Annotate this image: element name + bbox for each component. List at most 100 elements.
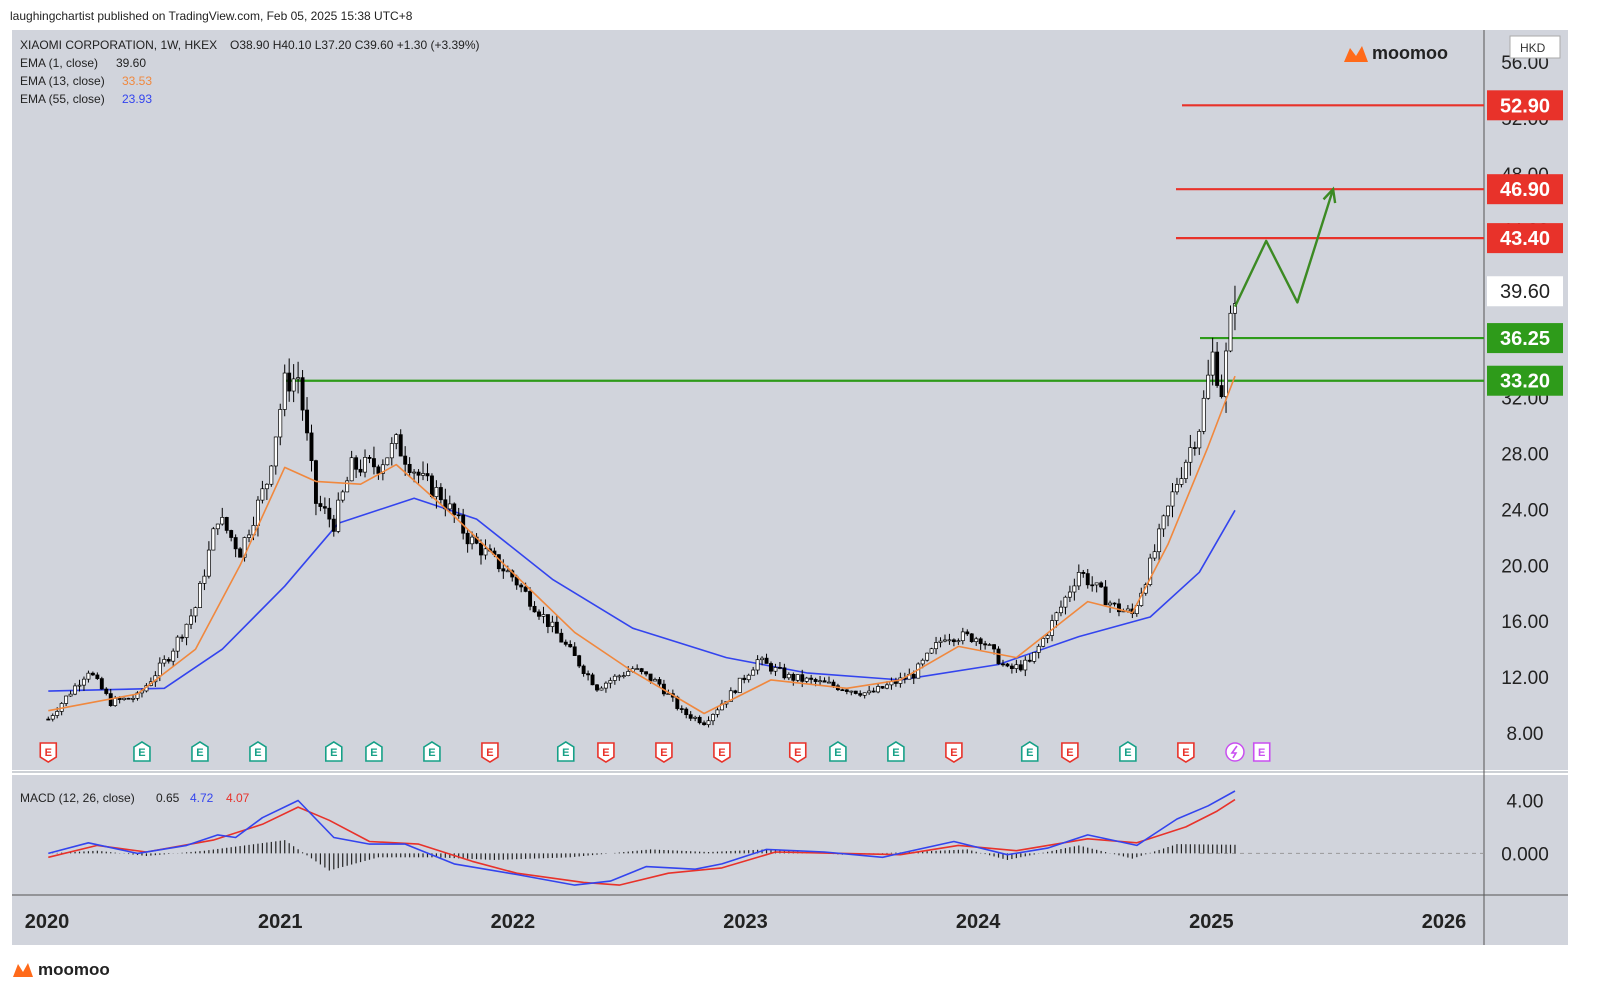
legend-ema13-value: 33.53 — [122, 74, 152, 88]
candle-body — [1206, 374, 1211, 399]
candle-body — [1085, 573, 1090, 586]
candle-body — [1179, 478, 1184, 485]
earnings-icon[interactable] — [788, 742, 807, 763]
level-badge-52.90[interactable] — [1487, 90, 1563, 121]
candle-body — [1201, 397, 1206, 432]
candle-body — [586, 673, 591, 676]
earnings-icon[interactable] — [713, 742, 731, 763]
level-badge-46.90[interactable] — [1487, 174, 1563, 205]
level-badge-43.40[interactable] — [1487, 223, 1563, 254]
earnings-icon[interactable] — [481, 742, 499, 763]
current-price-badge[interactable] — [1487, 276, 1563, 307]
earnings-icon[interactable] — [1177, 742, 1195, 763]
candle-body — [791, 673, 796, 681]
candle-body — [68, 693, 73, 697]
earnings-icon-letter: E — [950, 747, 957, 759]
candle-body — [229, 530, 234, 538]
earnings-icon[interactable] — [945, 742, 963, 763]
candle-body — [818, 680, 823, 683]
earnings-icon[interactable] — [324, 741, 343, 762]
candle-body — [617, 675, 622, 678]
candle-body — [943, 639, 947, 642]
price-tick-label: 28.00 — [1501, 444, 1549, 465]
earnings-icon-letter: E — [196, 747, 203, 759]
candle-body — [363, 457, 367, 473]
candle-body — [568, 644, 573, 648]
dividend-icon[interactable] — [1225, 742, 1245, 762]
candle-body — [73, 685, 77, 695]
candle-body — [1170, 491, 1175, 507]
earnings-icon-letter: E — [138, 747, 145, 759]
candle-body — [331, 518, 336, 532]
candle-body — [470, 536, 475, 545]
earnings-icon[interactable] — [365, 741, 383, 762]
candle-body — [336, 499, 341, 532]
earnings-icon[interactable] — [556, 741, 575, 762]
candle-body — [1219, 385, 1224, 398]
candle-body — [1059, 606, 1063, 614]
level-badge-36.25[interactable] — [1487, 323, 1563, 354]
currency-badge[interactable] — [1509, 35, 1561, 59]
earnings-icon[interactable] — [133, 741, 151, 762]
earnings-icon-letter: E — [1026, 747, 1033, 759]
candle-body — [577, 655, 582, 667]
earnings-icon[interactable] — [597, 742, 615, 763]
earnings-icon[interactable] — [1252, 742, 1271, 762]
candle-body — [184, 623, 189, 638]
candle-body — [358, 468, 363, 473]
candle-body — [349, 457, 354, 482]
earnings-icon-letter: E — [834, 747, 841, 759]
earnings-icon-letter: E — [254, 747, 261, 759]
candle-body — [760, 657, 765, 661]
level-badge-33.20[interactable] — [1487, 365, 1563, 396]
candle-body — [157, 662, 162, 677]
earnings-icon[interactable] — [249, 741, 267, 762]
time-axis[interactable]: 2020 2021 2022 2023 2024 2025 2026 — [25, 911, 1467, 933]
earnings-icon[interactable] — [1119, 741, 1137, 762]
candle-body — [1099, 582, 1104, 588]
earnings-icon[interactable] — [887, 741, 905, 762]
candle-body — [599, 687, 604, 691]
macd-legend-line: 4.72 — [190, 791, 214, 805]
moomoo-logo-text: moomoo — [1372, 43, 1448, 63]
candle-body — [742, 677, 747, 681]
level-badge-text: 52.90 — [1500, 95, 1550, 117]
candle-body — [746, 674, 751, 681]
candle-body — [965, 631, 970, 635]
candle-body — [523, 586, 528, 592]
candle-body — [554, 621, 559, 634]
candle-body — [456, 514, 461, 517]
candle-body — [996, 648, 1001, 665]
candle-body — [755, 659, 760, 671]
candle-body — [501, 568, 506, 572]
candle-body — [782, 667, 787, 679]
candle-body — [322, 506, 327, 509]
earnings-icon[interactable] — [1020, 741, 1039, 762]
candle-body — [1063, 596, 1068, 608]
time-tick-label: 2022 — [491, 911, 536, 933]
candle-body — [777, 667, 782, 669]
earnings-icon[interactable] — [1061, 742, 1079, 763]
candle-body — [1081, 571, 1086, 574]
level-badge-text: 43.40 — [1500, 228, 1550, 250]
earnings-icon-letter: E — [1258, 747, 1265, 759]
candle-body — [621, 675, 626, 677]
earnings-icon[interactable] — [191, 741, 209, 762]
earnings-icon[interactable] — [829, 741, 847, 762]
candle-body — [256, 499, 260, 526]
candle-body — [479, 542, 483, 556]
price-axis[interactable]: 56.0052.0048.0044.0039.6036.2532.0028.00… — [1487, 53, 1563, 865]
earnings-icon[interactable] — [423, 741, 441, 762]
earnings-icon-letter: E — [602, 747, 609, 759]
candle-body — [354, 457, 359, 470]
candle-body — [572, 646, 577, 656]
time-tick-label: 2023 — [723, 911, 768, 933]
candle-body — [371, 458, 376, 468]
candle-body — [403, 455, 408, 465]
earnings-icon[interactable] — [655, 742, 673, 763]
earnings-icon[interactable] — [39, 742, 58, 763]
earnings-icon-letter: E — [486, 747, 493, 759]
ema55-line — [48, 497, 1236, 692]
